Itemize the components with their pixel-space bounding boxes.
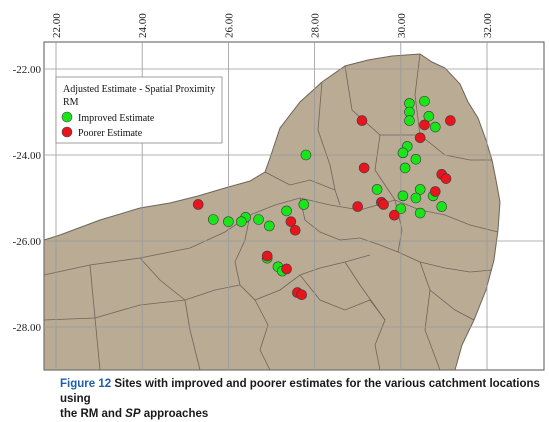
latitude-ticks: -22.00 -24.00 -26.00 -28.00 <box>13 64 42 334</box>
longitude-tick-label: 22.00 <box>51 13 63 38</box>
graticule <box>44 42 544 370</box>
caption-text-1: Sites with improved and poorer estimates… <box>60 378 540 405</box>
district-borders <box>44 53 499 370</box>
longitude-tick-label: 26.00 <box>223 13 235 38</box>
poorer-site-marker <box>289 224 301 236</box>
poorer-site-marker <box>419 119 430 131</box>
caption-text-2a: the RM and <box>60 408 126 420</box>
poorer-site-marker <box>414 132 426 144</box>
longitude-tick-label: 32.00 <box>482 13 494 38</box>
caption-line-2: the RM and SP approaches <box>60 407 540 422</box>
poorer-site-marker <box>445 115 456 126</box>
latitude-tick-label: -28.00 <box>13 322 42 334</box>
improved-site-marker <box>410 154 422 165</box>
legend-improved-swatch <box>61 111 73 123</box>
poorer-site-marker <box>261 250 273 262</box>
poorer-site-marker <box>389 209 400 221</box>
improved-site-marker <box>397 190 409 202</box>
longitude-ticks: 22.00 24.00 26.00 28.00 30.00 32.00 <box>51 13 494 38</box>
improved-site-marker <box>371 184 383 195</box>
poorer-site-marker <box>296 289 307 301</box>
poorer-site-marker <box>358 162 370 174</box>
legend-poorer-label: Poorer Estimate <box>78 128 143 139</box>
legend-improved-label: Improved Estimate <box>78 113 155 124</box>
improved-site-marker <box>223 216 234 227</box>
poorer-site-marker <box>378 199 389 210</box>
latitude-tick-label: -24.00 <box>13 150 42 162</box>
poorer-site-marker <box>285 216 297 227</box>
latitude-tick-label: -26.00 <box>13 236 42 248</box>
improved-site-marker <box>253 214 264 225</box>
poorer-site-marker <box>440 173 452 184</box>
improved-site-marker <box>414 207 426 219</box>
figure-caption: Figure 12 Sites with improved and poorer… <box>60 377 540 422</box>
latitude-tick-label: -22.00 <box>13 64 42 76</box>
map-frame: 22.00 24.00 26.00 28.00 30.00 32.00 -22.00 -24… <box>13 13 545 371</box>
legend: Adjusted Estimate - Spatial Proximity RM… <box>55 76 223 144</box>
improved-site-marker <box>423 111 435 122</box>
improved-site-marker <box>298 199 310 210</box>
improved-site-marker <box>395 203 407 215</box>
improved-site-marker <box>300 149 312 161</box>
province-land <box>44 53 501 370</box>
poorer-site-marker <box>429 186 441 197</box>
improved-site-marker <box>414 184 426 195</box>
improved-site-marker <box>419 95 430 107</box>
improved-site-marker <box>397 147 409 159</box>
legend-subtitle: RM <box>63 97 79 108</box>
caption-text-sp: SP <box>125 408 141 420</box>
legend-poorer-swatch <box>61 126 73 138</box>
improved-site-marker <box>429 121 441 133</box>
longitude-tick-label: 24.00 <box>137 13 149 38</box>
poorer-site-marker <box>356 115 368 126</box>
poorer-site-marker <box>192 199 204 210</box>
legend-title: Adjusted Estimate - Spatial Proximity <box>63 84 215 95</box>
poorer-site-marker <box>281 263 292 275</box>
improved-site-marker <box>236 216 247 227</box>
improved-site-marker <box>264 220 275 232</box>
improved-site-marker <box>410 192 422 204</box>
legend-box <box>55 76 223 144</box>
longitude-tick-label: 30.00 <box>396 13 408 38</box>
caption-figure-label: Figure 12 <box>60 378 112 390</box>
caption-line-1: Figure 12 Sites with improved and poorer… <box>60 377 540 407</box>
improved-site-marker <box>208 214 219 225</box>
catchment-sites <box>192 95 456 301</box>
improved-site-marker <box>436 201 448 212</box>
improved-site-marker <box>399 162 411 174</box>
caption-text-2b: approaches <box>140 408 209 420</box>
improved-site-marker <box>404 115 415 126</box>
improved-site-marker <box>281 205 292 217</box>
poorer-site-marker <box>352 201 364 212</box>
longitude-tick-label: 28.00 <box>310 13 322 38</box>
